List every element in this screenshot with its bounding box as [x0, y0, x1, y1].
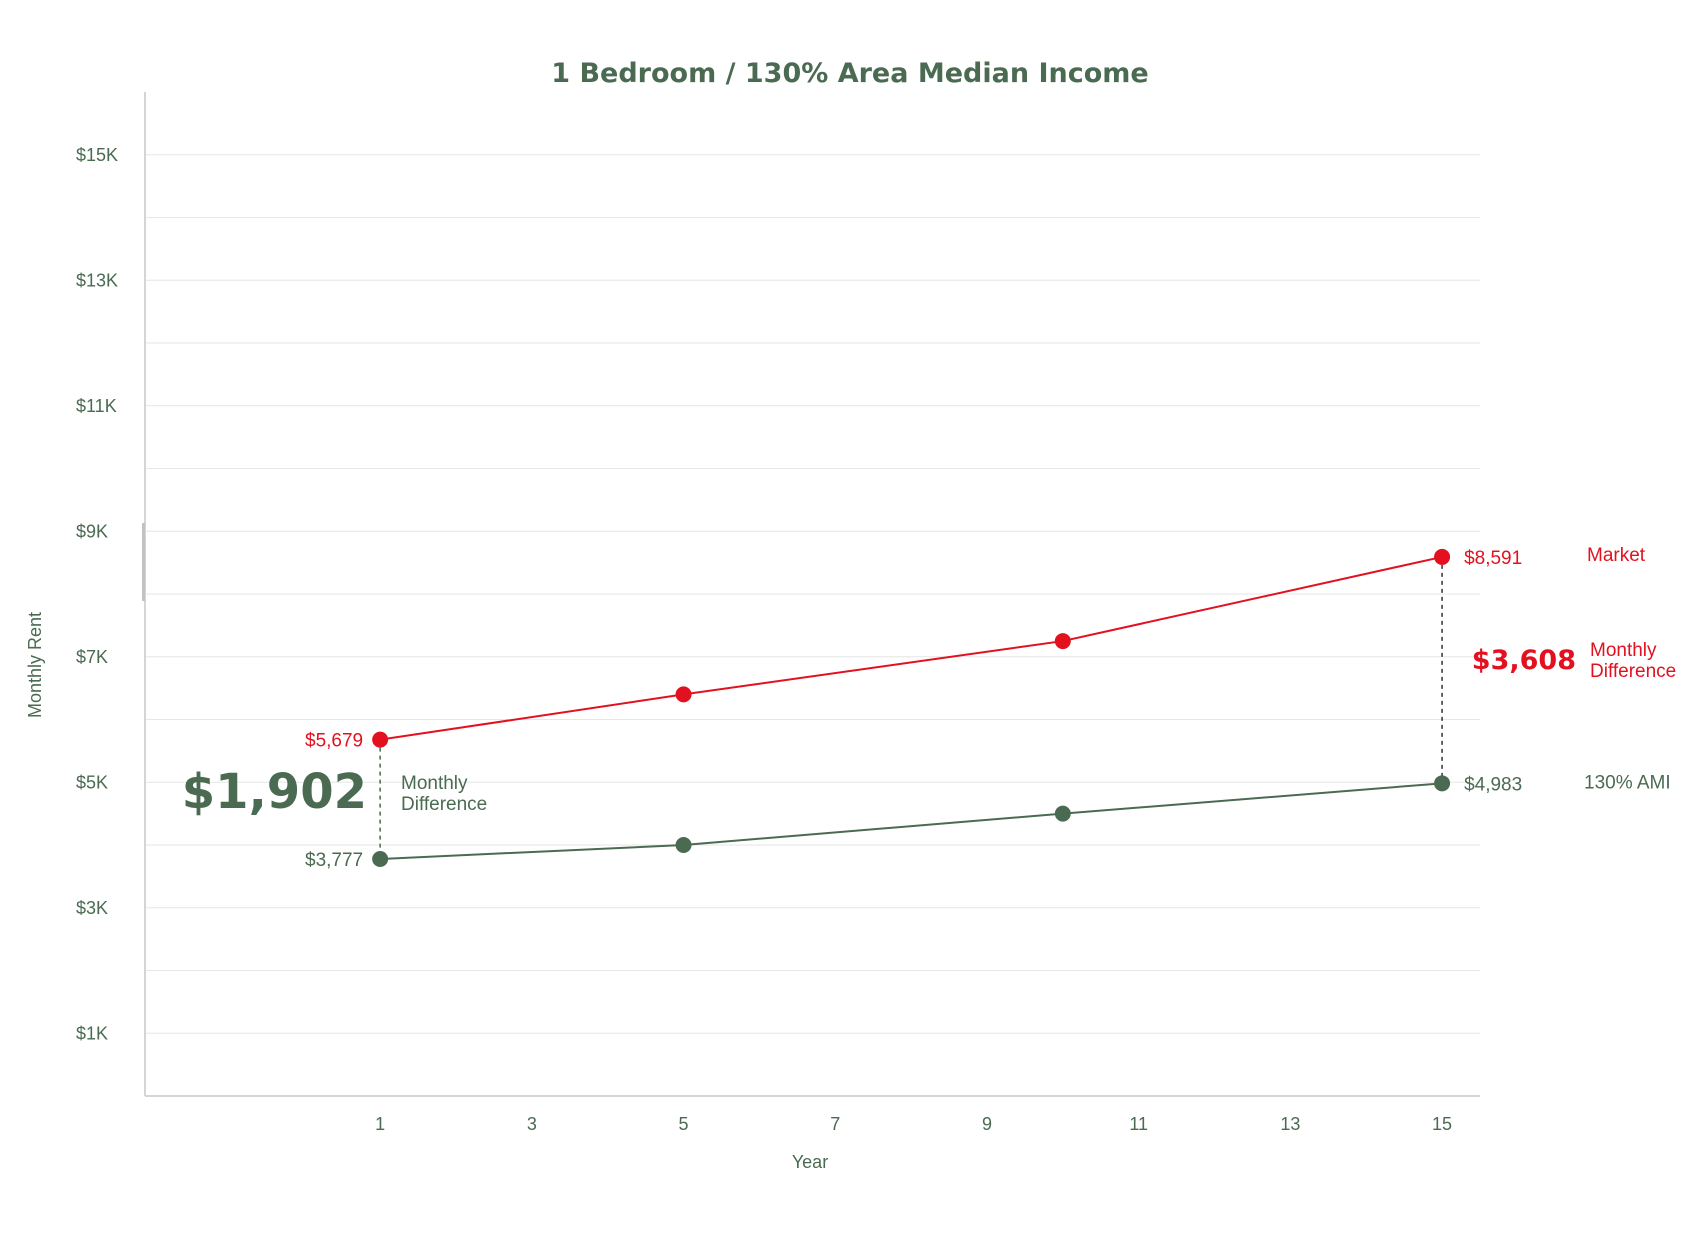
y-tick-label: $11K	[76, 396, 117, 416]
data-point[interactable]	[675, 837, 692, 853]
difference-value: $1,902	[182, 764, 367, 820]
difference-label: Difference	[1590, 661, 1676, 682]
data-point[interactable]	[372, 850, 389, 867]
y-tick-label: $5K	[76, 772, 108, 792]
chart-title: 1 Bedroom / 130% Area Median Income	[551, 58, 1148, 89]
data-point[interactable]	[1434, 775, 1451, 792]
x-axis-label: Year	[792, 1152, 828, 1172]
x-tick-labels: 1 3 5 7 9 11 13 15	[375, 1114, 1452, 1134]
y-tick-label: $7K	[76, 647, 108, 667]
y-tick-label: $15K	[76, 145, 118, 165]
data-point[interactable]	[372, 731, 389, 748]
point-label: $4,983	[1464, 774, 1522, 795]
x-tick-label: 1	[375, 1114, 385, 1134]
x-tick-label: 3	[527, 1114, 537, 1134]
difference-label: Monthly	[1590, 640, 1657, 661]
data-point[interactable]	[1054, 633, 1071, 650]
x-tick-label: 5	[679, 1114, 689, 1134]
difference-label: Difference	[401, 794, 487, 815]
x-tick-label: 7	[830, 1114, 840, 1134]
difference-label: Monthly	[401, 773, 468, 794]
point-label: $5,679	[305, 731, 363, 752]
series-line-ami	[380, 782, 1443, 860]
point-labels: $5,679 $8,591 Market $3,777 $4,983 130% AMI	[305, 545, 1671, 871]
y-tick-labels: $1K $3K $5K $7K $9K $11K $13K $15K	[76, 145, 118, 1044]
data-point[interactable]	[675, 686, 692, 703]
difference-value: $3,608	[1472, 645, 1576, 676]
x-tick-label: 15	[1432, 1114, 1452, 1134]
data-point[interactable]	[1054, 805, 1071, 822]
y-tick-label: $3K	[76, 898, 108, 918]
scroll-handle[interactable]	[142, 523, 145, 601]
legend-entry: Market	[1587, 545, 1646, 566]
point-label: $3,777	[305, 850, 363, 871]
series-line-market	[379, 555, 1443, 741]
point-label: $8,591	[1464, 548, 1522, 569]
y-axis-label: Monthly Rent	[25, 612, 45, 718]
x-tick-label: 9	[982, 1114, 992, 1134]
y-tick-label: $13K	[76, 270, 118, 290]
x-tick-label: 11	[1129, 1114, 1148, 1134]
y-tick-label: $1K	[76, 1023, 108, 1043]
series-layer	[372, 548, 1451, 867]
data-point[interactable]	[1434, 548, 1451, 565]
y-tick-label: $9K	[76, 521, 108, 541]
legend-entry: 130% AMI	[1584, 772, 1671, 793]
grid	[145, 154, 1480, 1034]
x-tick-label: 13	[1280, 1114, 1300, 1134]
axes	[142, 92, 1480, 1097]
